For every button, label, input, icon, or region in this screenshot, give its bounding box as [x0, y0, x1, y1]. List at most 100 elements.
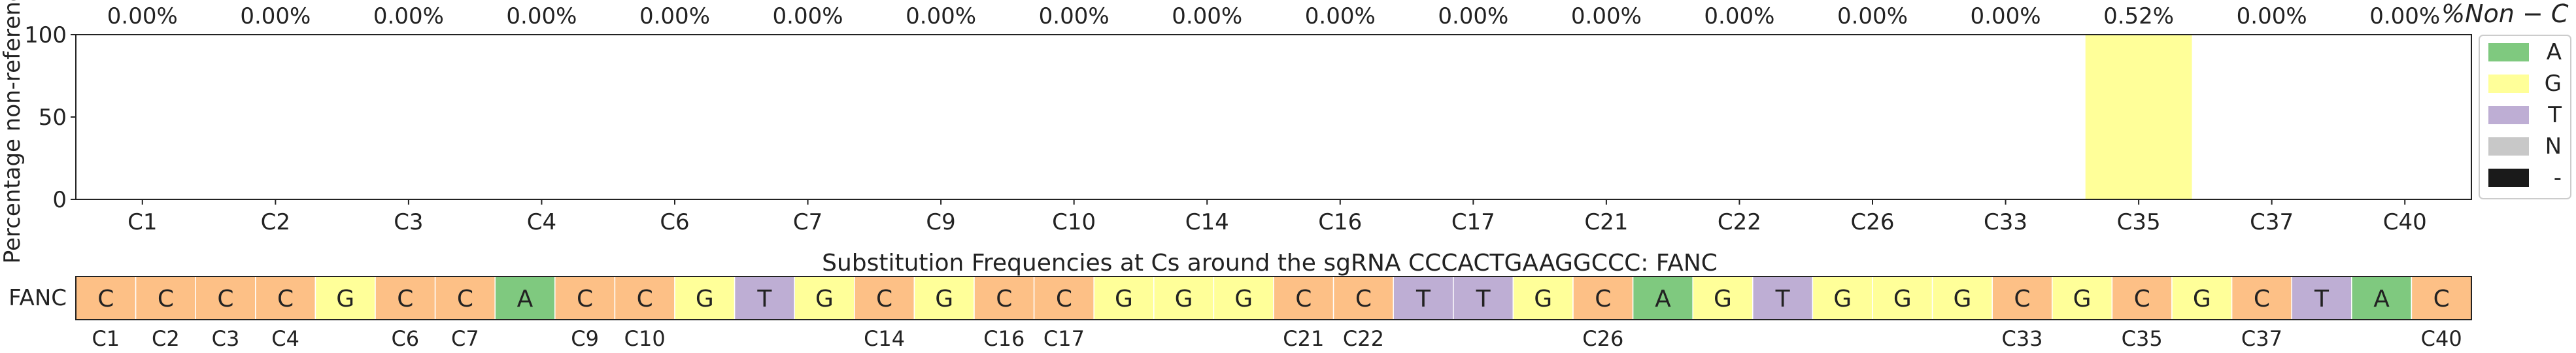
sequence-title: Substitution Frequencies at Cs around th…	[822, 250, 1718, 277]
sequence-position-labels: C1 C2 C3 C4 C6 C7 C9 C10 C14 C16 C17 C21 C22 C26 C33 C3…	[92, 326, 2462, 351]
top-percent-label: 0.00%	[107, 3, 178, 29]
top-percent-label: 0.00%	[373, 3, 444, 29]
sequence-cell	[434, 276, 496, 320]
sequence-base: C	[1355, 286, 1372, 312]
sequence-frame	[75, 276, 2472, 320]
y-axis-ticks: 0 50 100	[24, 22, 76, 213]
sequence-base: A	[2373, 286, 2390, 312]
sequence-base: C	[2134, 286, 2150, 312]
sequence-position-label: C2	[152, 326, 180, 351]
sequence-cell	[913, 276, 975, 320]
x-tick-label: C14	[1185, 209, 1229, 235]
top-percent-label: 0.00%	[1039, 3, 1110, 29]
x-tick-label: C2	[261, 209, 290, 235]
sequence-position-label: C33	[2001, 326, 2042, 351]
bar-chart: Percentage non-reference 0 50 100 C1 C2 C3 C4…	[0, 0, 2569, 263]
sequence-cell	[1393, 276, 1454, 320]
sequence-position-label: C16	[983, 326, 1025, 351]
sequence-cell	[1812, 276, 1873, 320]
sequence-base: G	[1714, 286, 1732, 312]
sequence-cell	[2111, 276, 2173, 320]
top-axis-label: %Non − C	[2441, 0, 2569, 28]
x-tick-label: C17	[1451, 209, 1495, 235]
bars	[2085, 35, 2192, 199]
x-tick-label: C6	[660, 209, 689, 235]
sequence-base: C	[2254, 286, 2270, 312]
y-tick-label: 0	[52, 187, 67, 213]
sequence-base: T	[2314, 286, 2330, 312]
sequence-cell	[854, 276, 915, 320]
sequence-base: G	[1175, 286, 1193, 312]
sequence-position-label: C35	[2122, 326, 2163, 351]
legend-swatch	[2488, 137, 2529, 156]
sequence-base: G	[935, 286, 953, 312]
top-percent-label: 0.00%	[1305, 3, 1376, 29]
x-tick-label: C26	[1850, 209, 1894, 235]
sequence-base: A	[517, 286, 534, 312]
x-tick-label: C35	[2117, 209, 2161, 235]
sequence-base: T	[1415, 286, 1431, 312]
legend-swatch	[2488, 75, 2529, 93]
sequence-base: G	[1115, 286, 1133, 312]
sequence-cell	[494, 276, 556, 320]
sequence-position-label: C22	[1343, 326, 1384, 351]
x-tick-label: C10	[1052, 209, 1096, 235]
sequence-base: C	[637, 286, 653, 312]
top-percent-labels: 0.00% 0.00% 0.00% 0.00% 0.00% 0.00% 0.00% 0.00%…	[107, 3, 2440, 29]
sequence-base: C	[996, 286, 1012, 312]
top-percent-label: 0.00%	[1704, 3, 1774, 29]
sequence-base: C	[2433, 286, 2450, 312]
sequence-base: C	[277, 286, 294, 312]
x-tick-label: C9	[926, 209, 955, 235]
legend-label: N	[2545, 133, 2562, 160]
sequence-cell	[1153, 276, 1215, 320]
sequence-base: G	[1833, 286, 1852, 312]
x-tick-label: C21	[1584, 209, 1628, 235]
top-percent-label: 0.00%	[240, 3, 311, 29]
sequence-base: G	[1953, 286, 1971, 312]
top-percent-label: 0.00%	[773, 3, 843, 29]
y-tick-label: 50	[39, 105, 67, 131]
x-tick-label: C4	[527, 209, 556, 235]
top-percent-label: 0.00%	[639, 3, 710, 29]
legend-swatch	[2488, 106, 2529, 124]
x-tick-label: C33	[1984, 209, 2027, 235]
sequence-position-label: C26	[1582, 326, 1623, 351]
sequence-cell	[2411, 276, 2472, 320]
sequence-table: Substitution Frequencies at Cs around th…	[8, 250, 2472, 351]
sequence-base: C	[1056, 286, 1072, 312]
sequence-cell	[1332, 276, 1394, 320]
sequence-base: G	[815, 286, 834, 312]
sequence-base: G	[336, 286, 354, 312]
sequence-base: A	[1655, 286, 1671, 312]
x-tick-label: C22	[1718, 209, 1761, 235]
top-percent-label: 0.00%	[2369, 3, 2440, 29]
x-tick-label: C1	[127, 209, 157, 235]
x-tick-label: C7	[793, 209, 822, 235]
top-percent-label: 0.52%	[2103, 3, 2174, 29]
sequence-base: T	[1476, 286, 1491, 312]
sequence-base: C	[1595, 286, 1611, 312]
sequence-base: C	[457, 286, 473, 312]
sequence-base: C	[577, 286, 593, 312]
sequence-base: C	[1295, 286, 1312, 312]
sequence-cell	[2052, 276, 2113, 320]
top-percent-label: 0.00%	[1837, 3, 1908, 29]
sequence-base: G	[1534, 286, 1552, 312]
legend-label: A	[2547, 39, 2562, 65]
sequence-cell	[1872, 276, 1933, 320]
sequence-position-label: C37	[2241, 326, 2282, 351]
legend-label: G	[2545, 71, 2562, 97]
x-tick-label: C40	[2383, 209, 2427, 235]
sequence-cell	[794, 276, 855, 320]
sequence-base: C	[97, 286, 114, 312]
x-axis-ticks: C1 C2 C3 C4 C6 C7 C9 C10 C14 C16 C17 C21 C22 C26 C33 C3…	[127, 199, 2427, 235]
sequence-base: C	[158, 286, 174, 312]
x-tick-label: C3	[394, 209, 423, 235]
sequence-cell	[974, 276, 1035, 320]
top-percent-label: 0.00%	[1571, 3, 1642, 29]
top-percent-label: 0.00%	[1438, 3, 1508, 29]
